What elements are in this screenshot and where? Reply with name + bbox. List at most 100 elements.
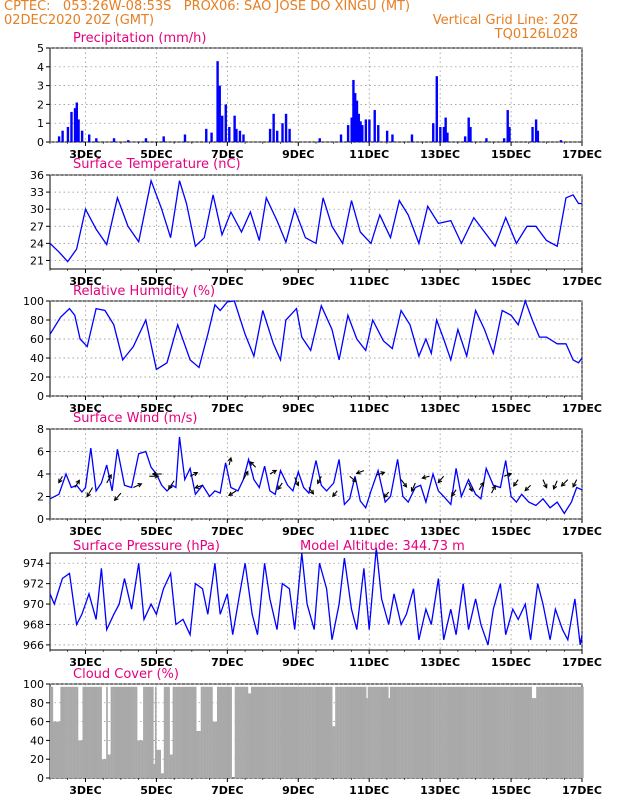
x-tick-label: 11DEC [349, 148, 389, 161]
cloud-bar [66, 686, 68, 778]
y-tick-label: 4 [37, 468, 44, 481]
wind-arrowhead [113, 496, 119, 502]
x-tick-label: 15DEC [491, 784, 531, 797]
cloud-bar [191, 686, 194, 778]
wind-arrow [189, 472, 198, 477]
cloud-bar [471, 686, 473, 778]
cloud-bar [351, 686, 354, 778]
x-tick-label: 3DEC [69, 148, 101, 161]
cloud-bar [258, 686, 261, 778]
wind-arrowhead [277, 485, 282, 491]
cloud-bar [435, 686, 438, 778]
cloud-bar [151, 686, 154, 778]
precip-bar [288, 128, 291, 142]
precip-bar [218, 85, 221, 142]
cloud-bar [54, 721, 57, 778]
cloud-bar [509, 686, 512, 778]
cloud-bar [267, 686, 269, 778]
precip-bar [205, 128, 208, 142]
cloud-bar [490, 686, 493, 778]
cloud-bar [200, 686, 203, 778]
cloud-bar [426, 686, 429, 778]
x-tick-label: 17DEC [562, 402, 602, 415]
cloud-bar [106, 686, 108, 778]
cloud-bar [144, 686, 147, 778]
cloud-bar [119, 686, 122, 778]
cloud-bar [515, 686, 518, 778]
cloud-bar [165, 686, 167, 778]
cloud-bar [379, 686, 382, 778]
cloud-bar [134, 686, 136, 778]
cloud-bar [249, 693, 252, 778]
cloud-bar [237, 686, 240, 778]
cloud-bar [344, 686, 346, 778]
wind-arrowhead [317, 479, 322, 485]
cloud-bar [354, 686, 357, 778]
cloud-bar [338, 686, 340, 778]
precip-bar [350, 117, 353, 142]
cloud-bar [265, 686, 268, 778]
cloud-bar [450, 686, 453, 778]
precip-bar [534, 119, 538, 142]
cloud-bar [511, 686, 513, 778]
x-tick-label: 7DEC [211, 275, 243, 288]
cloud-bar [150, 686, 153, 778]
cloud-bar [274, 686, 277, 778]
cloud-bar [216, 686, 219, 778]
cloud-bar [420, 686, 423, 778]
precip-bar [77, 119, 80, 142]
cloud-bar [227, 686, 230, 778]
cloud-bar [116, 686, 119, 778]
cloud-bar [327, 686, 330, 778]
wind-arrowhead [507, 472, 513, 477]
precip-bar [469, 126, 472, 142]
cloud-bar [456, 686, 459, 778]
cloud-bar [141, 740, 144, 778]
precip-bar [467, 117, 470, 142]
cloud-bar [270, 686, 272, 778]
cloud-bar [394, 686, 396, 778]
cloud-bar [336, 686, 339, 778]
cloud-bar [550, 686, 553, 778]
panel-title: Surface Pressure (hPa) [73, 539, 220, 554]
cloud-bar [308, 686, 311, 778]
x-tick-label: 9DEC [282, 656, 314, 669]
x-tick-label: 13DEC [420, 148, 460, 161]
cloud-bar [61, 686, 64, 778]
cloud-bar [183, 686, 185, 778]
cloud-bar [243, 686, 246, 778]
precip-bar [70, 111, 73, 142]
cloud-bar [352, 686, 355, 778]
cloud-bar [180, 686, 182, 778]
cloud-bar [565, 686, 568, 778]
cloud-bar [132, 686, 135, 778]
cloud-bar [50, 686, 52, 778]
cloud-bar [320, 686, 323, 778]
x-tick-label: 3DEC [69, 784, 101, 797]
wind-arrowhead [249, 461, 255, 466]
cloud-bar [69, 686, 71, 778]
cloud-bar [234, 686, 237, 778]
wind-arrow [437, 475, 445, 483]
wind-arrowhead [227, 456, 233, 462]
y-tick-label: 30 [30, 203, 44, 216]
cloud-bar [205, 686, 207, 778]
wind-arrowhead [151, 471, 157, 477]
x-tick-label: 5DEC [140, 784, 172, 797]
cloud-bar [561, 686, 563, 778]
cloud-bar [413, 686, 416, 778]
cloud-bar [443, 686, 445, 778]
cloud-bar [485, 686, 488, 778]
precip-bar [272, 113, 275, 142]
wind-arrow [317, 476, 322, 484]
x-tick-label: 3DEC [69, 275, 101, 288]
cloud-bar [494, 686, 497, 778]
cloud-bar [224, 686, 227, 778]
y-tick-label: 100 [23, 295, 44, 308]
cloud-bar [555, 686, 558, 778]
cloud-bar [428, 686, 430, 778]
cloud-bar [211, 686, 213, 778]
cloud-bar [261, 686, 263, 778]
cloud-bar [219, 686, 222, 778]
wind-arrow [294, 477, 299, 486]
